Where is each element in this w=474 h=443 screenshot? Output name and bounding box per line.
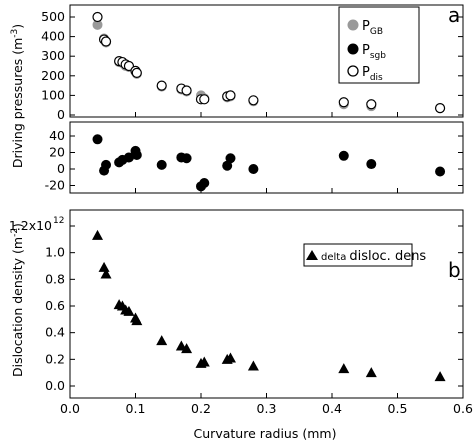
- ytick-label-b: 1.2x10: [9, 218, 52, 233]
- ytick-label-b-exponent: 12: [53, 216, 64, 226]
- ytick-label-a-upper: 0: [57, 107, 65, 122]
- point-psgb: [435, 166, 446, 177]
- point-pdis: [366, 99, 377, 110]
- legend-label-psgb: Psgb: [362, 43, 386, 61]
- point-psgb: [248, 164, 259, 174]
- ylabel-a-exponent: -3: [10, 29, 20, 38]
- point-disloc: [434, 371, 446, 382]
- point-pgb: [92, 19, 103, 30]
- panel-label-a: a: [448, 3, 460, 27]
- ylabel-a-text: Driving pressures (m: [10, 38, 25, 168]
- point-psgb: [123, 152, 134, 163]
- point-pdis: [434, 103, 446, 114]
- ytick-label-a-upper: 300: [41, 48, 65, 63]
- point-psgb: [156, 159, 167, 170]
- ytick-label-a-upper: 400: [41, 29, 65, 44]
- legend-label-pdis: Pdis: [362, 65, 383, 83]
- point-disloc: [224, 352, 236, 363]
- xtick-label: 0.0: [60, 401, 80, 416]
- legend-disloc-name: disloc. dens: [349, 249, 426, 264]
- point-disloc: [100, 268, 112, 279]
- point-psgb: [92, 134, 103, 145]
- point-pdis: [181, 85, 192, 96]
- xtick-label: 0.6: [453, 401, 473, 416]
- ytick-label-b: 0.4: [45, 325, 65, 340]
- ytick-label-b: 0.0: [45, 378, 65, 393]
- ytick-label-b: 0.2: [45, 351, 65, 366]
- ylabel-a-close: ): [10, 24, 25, 29]
- point-psgb: [101, 159, 112, 170]
- point-disloc: [338, 363, 350, 374]
- ylabel-b: Dislocation density (m-2): [10, 223, 25, 377]
- ytick-label-b: 0.8: [45, 271, 65, 286]
- xtick-label: 0.2: [191, 401, 211, 416]
- legend-pgb-name: P: [362, 19, 370, 34]
- legend-psgb-name: P: [362, 43, 370, 58]
- xtick-label: 0.1: [126, 401, 146, 416]
- point-disloc: [365, 367, 377, 378]
- point-psgb: [181, 153, 192, 164]
- axis-ticks: [69, 16, 464, 398]
- legend-marker-pgb: [347, 19, 359, 31]
- legend-marker-psgb: [347, 43, 359, 55]
- point-disloc: [92, 229, 104, 240]
- point-pdis: [92, 11, 103, 23]
- frame-b: [69, 209, 464, 399]
- legend-disloc-prefix: delta: [321, 252, 346, 263]
- tick-labels: 0100200300400500-20020400.00.20.40.60.81…: [9, 9, 473, 416]
- legend-b: delta disloc. dens: [303, 243, 426, 267]
- point-disloc: [123, 305, 135, 316]
- point-disloc: [181, 343, 193, 354]
- ylabel-b-text: Dislocation density (m: [10, 237, 25, 377]
- point-pdis: [225, 90, 236, 101]
- point-pdis: [156, 80, 167, 91]
- point-psgb: [338, 150, 349, 161]
- legend-label-disloc: delta disloc. dens: [321, 249, 426, 264]
- ylabel-a: Driving pressures (m-3): [10, 24, 25, 168]
- point-pdis: [199, 94, 210, 105]
- point-disloc: [98, 261, 110, 272]
- data-marks: [92, 11, 446, 382]
- panel-label-b: b: [448, 258, 461, 282]
- ytick-label-b: 0.6: [45, 298, 65, 313]
- legend-label-pgb: PGB: [362, 19, 383, 37]
- ytick-label-a-upper: 200: [41, 68, 65, 83]
- legend-marker-disloc: [306, 250, 318, 260]
- ytick-label-a-lower: 40: [49, 128, 65, 143]
- legend-b-box: [303, 243, 413, 267]
- point-disloc: [198, 356, 210, 367]
- xlabel: Curvature radius (mm): [194, 426, 337, 441]
- ytick-label-a-lower: 0: [57, 161, 65, 176]
- legend-a: PGB Psgb Pdis: [338, 6, 420, 84]
- point-pdis: [248, 95, 259, 106]
- ytick-label-a-lower: -20: [45, 178, 65, 193]
- ylabel-b-exponent: -2: [10, 228, 20, 237]
- legend-pgb-sub: GB: [370, 27, 383, 37]
- legend-pdis-sub: dis: [370, 73, 383, 83]
- xtick-label: 0.4: [322, 401, 342, 416]
- point-disloc: [247, 360, 259, 371]
- legend-pdis-name: P: [362, 65, 370, 80]
- point-psgb: [131, 149, 142, 160]
- point-psgb: [225, 153, 236, 164]
- xtick-label: 0.3: [257, 401, 277, 416]
- point-pdis: [131, 67, 142, 78]
- point-disloc: [131, 315, 143, 326]
- point-pdis: [338, 97, 349, 108]
- xtick-label: 0.5: [388, 401, 408, 416]
- ytick-label-a-upper: 500: [41, 9, 65, 24]
- legend-psgb-sub: sgb: [370, 51, 386, 61]
- legend-marker-pdis: [347, 65, 359, 77]
- point-psgb: [199, 178, 210, 189]
- point-psgb: [366, 159, 377, 170]
- point-pdis: [100, 36, 112, 47]
- ytick-label-a-upper: 100: [41, 87, 65, 102]
- ylabel-b-close: ): [10, 223, 25, 228]
- ytick-label-a-lower: 20: [49, 145, 65, 160]
- ytick-label-b: 1.0: [45, 245, 65, 260]
- point-disloc: [156, 335, 168, 346]
